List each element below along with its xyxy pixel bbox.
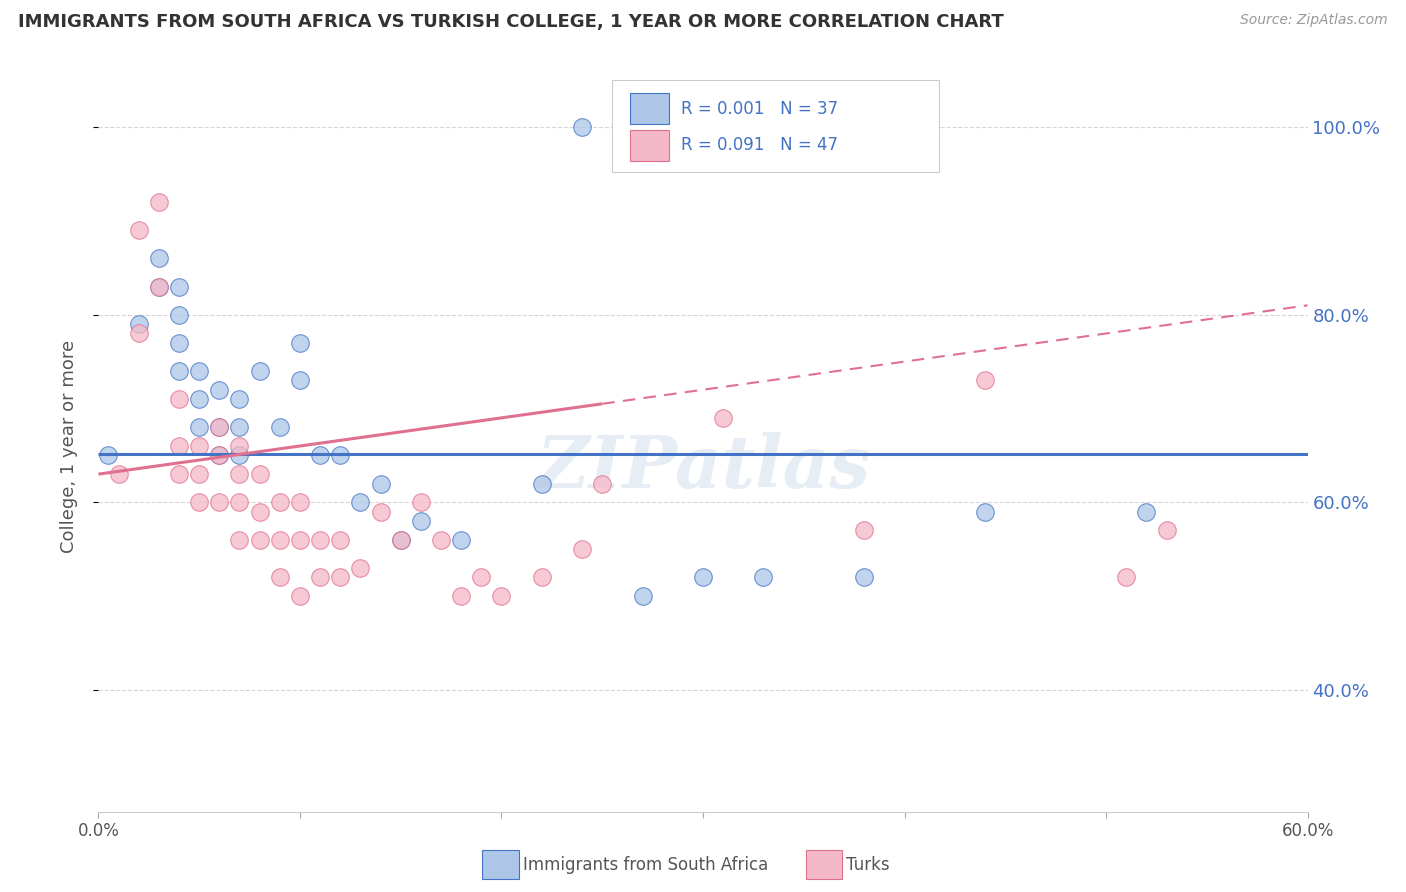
Point [309,570,332,584]
Point [167,335,190,350]
Point [309,449,332,463]
Point [491,589,513,603]
Point [974,505,997,519]
Point [288,533,311,547]
Point [329,533,352,547]
Text: Source: ZipAtlas.com: Source: ZipAtlas.com [1240,13,1388,28]
Point [97,449,120,463]
Point [208,495,231,509]
Point [571,120,593,135]
Point [167,364,190,378]
Point [530,570,553,584]
Point [249,533,271,547]
Point [430,533,453,547]
Point [470,570,492,584]
Point [188,495,211,509]
Point [349,561,371,575]
Point [349,495,371,509]
Point [530,476,553,491]
Point [309,533,332,547]
Point [188,467,211,482]
Point [329,570,352,584]
Point [167,308,190,322]
Point [853,570,876,584]
Point [571,542,593,557]
Point [228,533,250,547]
Point [370,505,392,519]
Point [188,392,211,406]
FancyBboxPatch shape [613,80,939,171]
Text: ZIPatlas: ZIPatlas [536,433,870,503]
Point [249,467,271,482]
Point [249,364,271,378]
Point [148,195,170,210]
Point [269,495,291,509]
Point [228,392,250,406]
Point [711,410,734,425]
Point [128,317,150,331]
Point [188,364,211,378]
Point [269,420,291,434]
Point [692,570,714,584]
Point [128,326,150,341]
Point [228,449,250,463]
Point [1135,505,1157,519]
Point [148,252,170,266]
Text: IMMIGRANTS FROM SOUTH AFRICA VS TURKISH COLLEGE, 1 YEAR OR MORE CORRELATION CHAR: IMMIGRANTS FROM SOUTH AFRICA VS TURKISH … [18,13,1004,31]
Point [167,439,190,453]
Point [288,589,311,603]
Y-axis label: College, 1 year or more: College, 1 year or more [59,340,77,552]
Point [228,439,250,453]
Point [208,420,231,434]
Point [974,373,997,387]
FancyBboxPatch shape [630,94,669,124]
Point [107,467,129,482]
Text: R = 0.001   N = 37: R = 0.001 N = 37 [682,100,838,118]
Point [148,279,170,293]
Point [208,449,231,463]
FancyBboxPatch shape [630,130,669,161]
Point [591,476,613,491]
Point [450,589,472,603]
Point [288,495,311,509]
Point [167,467,190,482]
Point [208,449,231,463]
Point [269,570,291,584]
Point [188,420,211,434]
Point [389,533,412,547]
Point [389,533,412,547]
Point [269,533,291,547]
Point [450,533,472,547]
Point [692,120,714,135]
Point [228,495,250,509]
Point [249,505,271,519]
Point [752,570,775,584]
Point [409,514,432,528]
Point [370,476,392,491]
Point [1156,524,1178,538]
Point [167,392,190,406]
Text: Immigrants from South Africa: Immigrants from South Africa [523,856,768,874]
Point [329,449,352,463]
Point [288,373,311,387]
Point [228,467,250,482]
Point [128,223,150,237]
Point [409,495,432,509]
Text: Turks: Turks [846,856,890,874]
Point [208,420,231,434]
Point [631,589,654,603]
Point [853,524,876,538]
Point [208,383,231,397]
Point [148,279,170,293]
Point [288,335,311,350]
Text: R = 0.091   N = 47: R = 0.091 N = 47 [682,136,838,154]
Point [228,420,250,434]
Point [167,279,190,293]
Point [188,439,211,453]
Point [1115,570,1137,584]
